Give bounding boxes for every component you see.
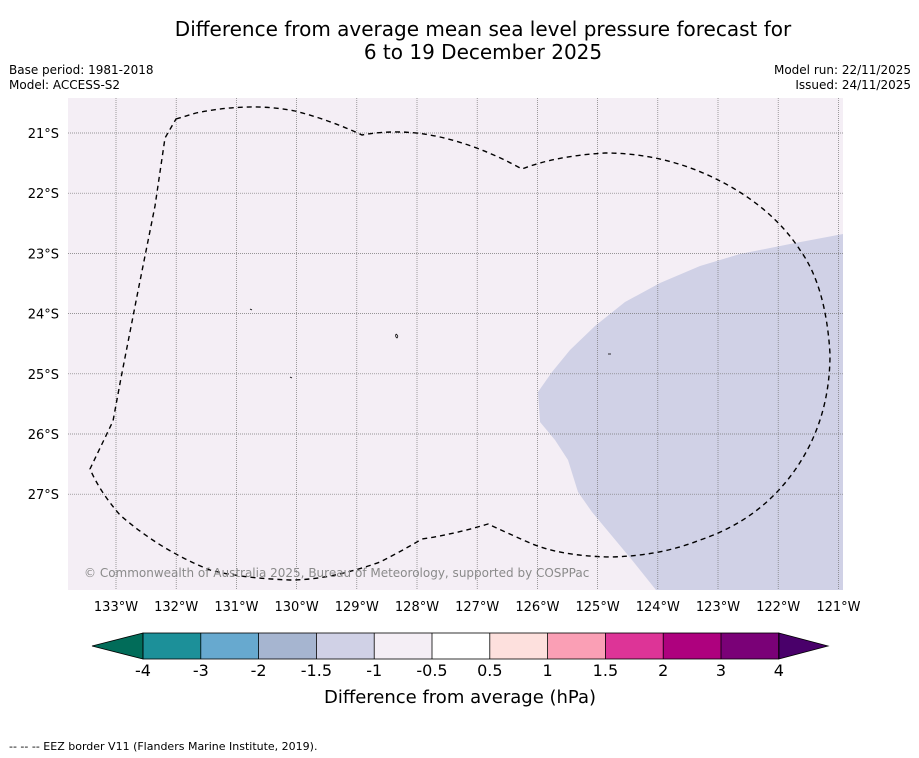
colorbar-segment	[489, 633, 548, 659]
lat-label: 25°S	[28, 368, 59, 383]
title-line-1: Difference from average mean sea level p…	[174, 17, 792, 41]
colorbar: -4 -3 -2 -1.5 -1 -0.5 0.5 1 1.5 2 3 4	[91, 632, 830, 680]
colorbar-segment	[547, 633, 606, 659]
copyright-notice: © Commonwealth of Australia 2025, Bureau…	[84, 566, 589, 580]
lon-label: 124°W	[636, 600, 680, 615]
colorbar-tick-label: -4	[135, 661, 151, 680]
island-marker	[249, 308, 253, 311]
colorbar-tick-label: 4	[774, 661, 784, 680]
lon-label: 123°W	[696, 600, 740, 615]
model-name: Model: ACCESS-S2	[9, 78, 121, 92]
lat-label: 26°S	[28, 428, 59, 443]
model-run: Model run: 22/11/2025	[773, 63, 911, 77]
eez-legend: -- -- -- EEZ border V11 (Flanders Marine…	[9, 740, 318, 753]
lon-label: 122°W	[756, 600, 800, 615]
colorbar-segment	[316, 633, 375, 659]
issued-date: Issued: 24/11/2025	[795, 78, 911, 92]
colorbar-label: Difference from average (hPa)	[324, 687, 596, 708]
colorbar-tick-label: 1	[543, 661, 553, 680]
colorbar-segment	[721, 633, 779, 659]
colorbar-extend-high	[778, 632, 830, 660]
meta-left: Base period: 1981-2018 Model: ACCESS-S2	[9, 63, 154, 93]
colorbar-segment	[258, 633, 317, 659]
colorbar-tick-label: -1.5	[301, 661, 332, 680]
lon-label: 132°W	[154, 600, 198, 615]
lon-label: 125°W	[576, 600, 620, 615]
eez-border	[89, 106, 831, 581]
island-marker	[395, 333, 399, 339]
lon-label: 129°W	[335, 600, 379, 615]
lat-label: 21°S	[28, 127, 59, 142]
colorbar-tick-label: -0.5	[416, 661, 447, 680]
chart-title: Difference from average mean sea level p…	[0, 18, 919, 64]
colorbar-extend-low	[91, 632, 144, 660]
colorbar-segment	[605, 633, 664, 659]
lat-label: 24°S	[28, 308, 59, 323]
island-marker	[289, 376, 293, 379]
colorbar-tick-label: -1	[366, 661, 382, 680]
grid-lines	[68, 98, 843, 590]
lon-label: 131°W	[214, 600, 258, 615]
colorbar-tick-label: 0.5	[477, 661, 502, 680]
colorbar-segment	[374, 633, 432, 659]
meta-right: Model run: 22/11/2025 Issued: 24/11/2025	[774, 63, 911, 93]
colorbar-tick-label: -3	[193, 661, 209, 680]
colorbar-segment	[200, 633, 259, 659]
colorbar-tick-label: 3	[716, 661, 726, 680]
anomaly-region-lavender	[538, 234, 843, 590]
base-period: Base period: 1981-2018	[9, 63, 154, 77]
lat-label: 22°S	[28, 187, 59, 202]
lon-label: 133°W	[94, 600, 138, 615]
latitude-labels: 21°S 22°S 23°S 24°S 25°S 26°S 27°S	[28, 127, 59, 503]
longitude-labels: 133°W 132°W 131°W 130°W 129°W 128°W 127°W 126°W…	[94, 600, 861, 615]
colorbar-tick-label: 1.5	[593, 661, 618, 680]
colorbar-segment	[663, 633, 721, 659]
lat-label: 23°S	[28, 247, 59, 262]
title-line-2: 6 to 19 December 2025	[363, 40, 603, 64]
lon-label: 121°W	[816, 600, 860, 615]
lon-label: 128°W	[395, 600, 439, 615]
colorbar-tick-label: -2	[251, 661, 267, 680]
lon-label: 127°W	[455, 600, 499, 615]
lon-label: 130°W	[275, 600, 319, 615]
colorbar-segment	[432, 633, 490, 659]
lon-label: 126°W	[515, 600, 559, 615]
colorbar-tick-label: 2	[658, 661, 668, 680]
colorbar-segment	[143, 633, 201, 659]
lat-label: 27°S	[28, 488, 59, 503]
